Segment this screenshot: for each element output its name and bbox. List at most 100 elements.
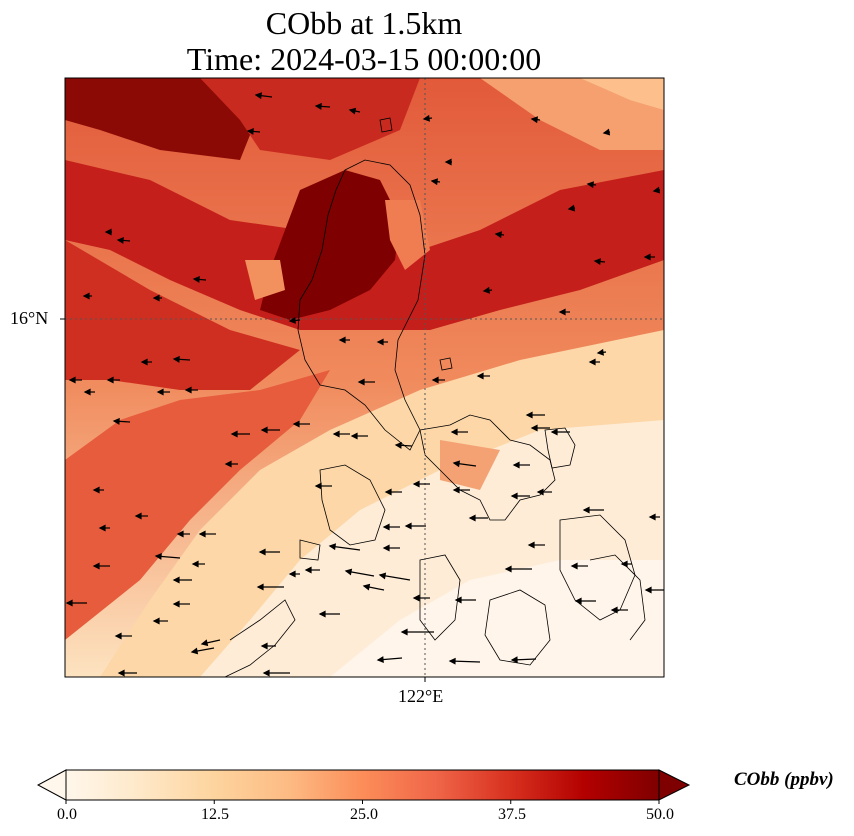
wind-arrow-head — [444, 158, 452, 166]
wind-arrow-head — [525, 411, 533, 419]
wind-arrow-head — [344, 568, 353, 576]
wind-arrow-head — [476, 372, 484, 380]
wind-arrow-head — [376, 338, 384, 346]
wind-arrow-head — [527, 541, 535, 549]
plot-title-line2: Time: 2024-03-15 00:00:00 — [186, 41, 542, 77]
cobb-field-patch-2 — [245, 260, 285, 300]
wind-arrow-head — [593, 258, 601, 266]
wind-arrow-head — [422, 114, 430, 122]
cobb-field-northwest-max — [65, 78, 260, 160]
wind-arrow-head — [512, 461, 520, 469]
wind-arrow-head — [176, 530, 184, 538]
wind-arrow-head — [224, 460, 232, 468]
wind-arrow-head — [260, 426, 268, 434]
cobb-field-clean-region — [330, 560, 664, 677]
wind-arrow-head — [152, 617, 160, 625]
wind-arrow-head — [256, 583, 264, 591]
wind-arrow-head — [200, 639, 209, 647]
wind-arrow-head — [450, 428, 458, 436]
wind-arrow-head — [454, 596, 462, 604]
wind-arrow-head — [643, 253, 651, 261]
wind-arrow-head — [134, 512, 142, 520]
wind-arrow-head — [172, 600, 180, 608]
wind-arrow-head — [258, 548, 266, 556]
cobb-field-northeast — [480, 78, 664, 150]
coastline-islet-3 — [439, 357, 453, 371]
wind-arrow-head — [570, 562, 578, 570]
coastline-panay — [484, 589, 551, 666]
wind-arrow-head — [384, 488, 392, 496]
wind-arrow-head — [116, 237, 124, 244]
wind-arrow-head — [357, 378, 365, 386]
wind-arrow-head — [602, 128, 611, 136]
wind-arrow-head — [112, 417, 120, 425]
wind-arrow-head — [350, 432, 358, 440]
wind-arrow-head — [191, 560, 199, 568]
cobb-field-west-band — [65, 370, 330, 640]
wind-arrow-head — [288, 570, 296, 578]
wind-arrow-head — [558, 308, 566, 316]
wind-arrow-head — [304, 566, 312, 574]
colorbar-label: CObb (ppbv) — [734, 769, 834, 790]
wind-arrow-head — [104, 228, 112, 236]
coastline-palawan — [224, 599, 296, 677]
wind-arrow-head — [504, 565, 512, 573]
wind-arrow-head — [582, 506, 590, 514]
coastline-bicol — [419, 414, 556, 521]
wind-arrow-head — [172, 355, 180, 363]
wind-arrow-head — [400, 628, 408, 636]
wind-arrow-head — [198, 530, 206, 538]
colorbar-tick-label: 12.5 — [201, 806, 229, 823]
wind-arrow-head — [652, 186, 661, 194]
wind-arrow-head — [586, 181, 594, 189]
wind-arrow-head — [574, 597, 582, 605]
wind-arrow-head — [314, 482, 322, 490]
wind-arrows — [65, 92, 664, 677]
wind-arrow-head — [494, 231, 502, 239]
wind-arrow-head — [98, 524, 106, 532]
wind-arrow-head — [510, 656, 518, 664]
wind-arrow-head — [378, 572, 387, 580]
wind-arrow-head — [530, 116, 538, 124]
wind-arrow-head — [648, 513, 656, 521]
wind-arrow-head — [318, 610, 326, 618]
wind-arrow-head — [260, 642, 268, 650]
wind-arrow-head — [404, 522, 412, 530]
wind-arrow-head — [172, 576, 180, 584]
wind-arrow-head — [254, 92, 262, 100]
wind-arrow-head — [332, 430, 340, 438]
wind-arrow-head — [620, 560, 628, 568]
coastline-islet-2 — [379, 117, 393, 133]
cobb-field-west-plume — [65, 240, 300, 390]
wind-arrow-head — [314, 102, 322, 110]
wind-arrow-head — [292, 420, 300, 428]
wind-arrow-head — [348, 107, 357, 115]
wind-arrow-head — [92, 562, 100, 570]
colorbar-tick-label: 0.0 — [57, 806, 77, 823]
wind-arrow-head — [338, 336, 346, 344]
wind-arrow-head — [644, 586, 652, 594]
wind-arrow-head — [430, 178, 438, 186]
wind-arrow-head — [376, 656, 384, 663]
wind-arrow-head — [140, 358, 148, 366]
map-frame — [64, 77, 665, 678]
wind-arrow-head — [362, 583, 371, 591]
wind-arrow-head — [412, 480, 420, 488]
wind-arrow-head — [82, 292, 90, 300]
colorbar-gradient — [66, 770, 659, 800]
wind-arrow-head — [262, 669, 270, 677]
colorbar-max-extend — [658, 769, 691, 801]
wind-arrow-head — [610, 606, 618, 614]
wind-arrow-head — [567, 204, 576, 212]
wind-arrow-head — [152, 294, 160, 302]
wind-arrow-head — [117, 669, 125, 677]
coastline-leyte — [589, 554, 646, 641]
wind-arrow-head — [530, 424, 538, 432]
plot-title-line1: CObb at 1.5km — [265, 5, 463, 41]
wind-arrow-head — [156, 388, 164, 396]
cobb-field-patch-1 — [385, 200, 430, 270]
cobb-field-core-max — [260, 170, 400, 320]
colorbar-tick-label: 37.5 — [498, 806, 526, 823]
colorbar-tick-label: 50.0 — [646, 806, 674, 823]
wind-arrow-head — [536, 488, 544, 496]
